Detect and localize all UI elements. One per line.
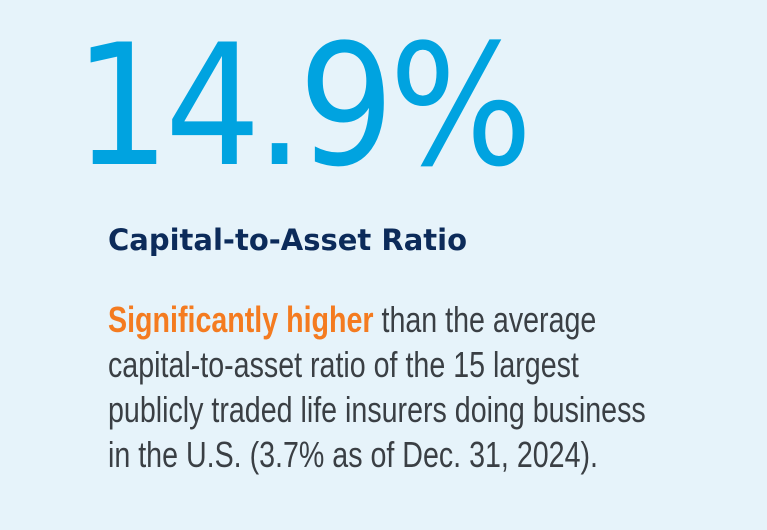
stat-description: Significantly higher than the average ca…: [108, 297, 665, 477]
description-line-2: capital-to-asset ratio of the 15 largest: [108, 344, 579, 385]
description-line-4: in the U.S. (3.7% as of Dec. 31, 2024).: [108, 434, 598, 475]
description-line-1: Significantly higher than the average: [108, 297, 665, 342]
highlight-text: Significantly higher: [108, 299, 374, 340]
description-line-1-rest: than the average: [373, 299, 597, 340]
stat-label: Capital-to-Asset Ratio: [108, 223, 468, 257]
stat-value: 14.9%: [74, 8, 533, 204]
description-line-3: publicly traded life insurers doing busi…: [108, 389, 646, 430]
